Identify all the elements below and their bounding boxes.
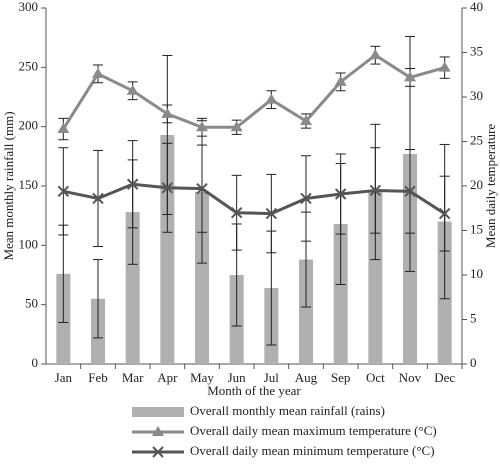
marker — [57, 185, 70, 198]
x-tick-label: Aug — [295, 370, 318, 385]
line — [62, 53, 446, 130]
marker — [196, 121, 208, 132]
marker — [57, 123, 70, 134]
marker — [369, 49, 382, 60]
legend-label: Overall daily mean minimum temperature (… — [190, 443, 435, 458]
marker — [161, 107, 174, 118]
marker — [196, 182, 208, 195]
x-tick-label: Oct — [366, 370, 385, 385]
marker — [161, 182, 174, 194]
marker — [92, 192, 104, 205]
x-tick-label: Mar — [122, 370, 144, 385]
bar — [299, 259, 313, 364]
x-axis-label: Month of the year — [207, 383, 301, 398]
marker — [300, 115, 312, 126]
marker — [404, 185, 416, 198]
line — [63, 182, 446, 216]
bar — [333, 223, 348, 364]
y2-tick-label: 5 — [470, 310, 477, 325]
y2-tick-label: 40 — [470, 0, 483, 14]
marker — [152, 426, 164, 436]
marker — [265, 207, 278, 220]
y2-axis-label: Mean daily temperature — [483, 124, 498, 248]
x-tick-label: Jun — [228, 370, 247, 385]
y-tick-label: 0 — [32, 355, 39, 370]
legend-swatch — [132, 407, 184, 417]
y2-tick-label: 35 — [470, 43, 483, 58]
marker — [126, 178, 139, 190]
x-tick-label: May — [190, 370, 214, 385]
marker — [152, 446, 164, 458]
x-tick-label: Jan — [55, 370, 73, 385]
y-tick-label: 300 — [19, 0, 39, 14]
marker — [334, 188, 347, 200]
marker — [300, 192, 312, 205]
legend-label: Overall monthly mean rainfall (rains) — [190, 403, 385, 418]
marker — [438, 207, 451, 220]
marker — [438, 61, 451, 72]
y2-tick-label: 0 — [470, 355, 477, 370]
marker — [369, 184, 382, 197]
x-tick-label: Sep — [331, 370, 351, 385]
y2-tick-label: 25 — [470, 132, 483, 147]
legend-label: Overall daily mean maximum temperature (… — [190, 423, 437, 438]
bar — [195, 191, 209, 364]
y2-tick-label: 30 — [470, 88, 483, 103]
y2-tick-label: 15 — [470, 221, 483, 236]
marker — [92, 67, 104, 78]
y-tick-label: 200 — [19, 118, 39, 133]
marker — [126, 84, 139, 95]
x-tick-label: Nov — [399, 370, 422, 385]
marker — [265, 93, 278, 104]
y-tick-label: 150 — [19, 177, 39, 192]
y2-tick-label: 10 — [470, 266, 483, 281]
marker — [230, 121, 243, 132]
x-tick-label: Dec — [434, 370, 455, 385]
bar — [368, 191, 383, 364]
y-tick-label: 250 — [19, 58, 39, 73]
marker — [230, 206, 243, 219]
x-tick-label: Apr — [157, 370, 178, 385]
marker — [404, 71, 416, 82]
bar — [125, 212, 140, 364]
y2-tick-label: 20 — [470, 177, 483, 192]
y-tick-label: 100 — [19, 236, 39, 251]
y-tick-label: 50 — [25, 296, 38, 311]
x-tick-label: Jul — [264, 370, 280, 385]
error-bar — [93, 259, 103, 339]
marker — [334, 75, 347, 86]
x-tick-label: Feb — [88, 370, 108, 385]
y-axis-label: Mean monthly rainfall (mm) — [1, 111, 16, 260]
